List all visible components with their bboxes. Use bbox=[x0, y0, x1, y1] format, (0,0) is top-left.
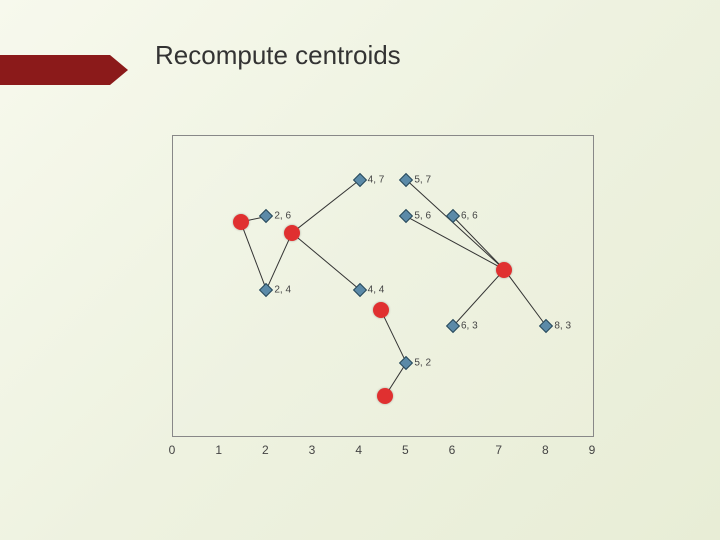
centroid-marker bbox=[496, 262, 512, 278]
edge-line bbox=[381, 310, 407, 363]
edge-line bbox=[453, 216, 504, 269]
data-point bbox=[399, 356, 413, 370]
centroid-marker bbox=[373, 302, 389, 318]
data-point bbox=[446, 319, 460, 333]
data-point bbox=[259, 209, 273, 223]
edge-line bbox=[292, 180, 360, 233]
x-tick-label: 5 bbox=[402, 443, 409, 457]
point-label: 5, 2 bbox=[414, 357, 431, 368]
data-point bbox=[259, 283, 273, 297]
edge-line bbox=[406, 180, 504, 270]
accent-arrow-icon bbox=[110, 55, 128, 85]
slide: Recompute centroids 4, 7 5, 7 2, 6 5, 6 6, 6… bbox=[0, 0, 720, 540]
point-label: 4, 7 bbox=[368, 174, 385, 185]
accent-bar bbox=[0, 55, 110, 85]
centroid-marker bbox=[284, 225, 300, 241]
data-point bbox=[353, 173, 367, 187]
edge-line bbox=[453, 270, 504, 327]
x-tick-label: 9 bbox=[589, 443, 596, 457]
point-label: 5, 6 bbox=[414, 211, 431, 222]
point-label: 4, 4 bbox=[368, 284, 385, 295]
edge-line bbox=[504, 270, 546, 327]
data-point bbox=[399, 209, 413, 223]
page-title: Recompute centroids bbox=[155, 40, 401, 71]
centroid-marker bbox=[377, 388, 393, 404]
edge-line bbox=[241, 222, 267, 290]
edge-line bbox=[266, 233, 292, 290]
x-tick-label: 6 bbox=[449, 443, 456, 457]
cluster-chart: 4, 7 5, 7 2, 6 5, 6 6, 6 2, 4 4, 4 6, 3 8, 3 5, 2 bbox=[172, 135, 594, 437]
point-label: 5, 7 bbox=[414, 174, 431, 185]
x-tick-label: 7 bbox=[495, 443, 502, 457]
point-label: 8, 3 bbox=[554, 321, 571, 332]
point-label: 6, 6 bbox=[461, 211, 478, 222]
point-label: 2, 6 bbox=[274, 211, 291, 222]
edge-line bbox=[406, 216, 504, 269]
edge-line bbox=[292, 233, 360, 290]
data-point bbox=[399, 173, 413, 187]
point-label: 2, 4 bbox=[274, 284, 291, 295]
data-point bbox=[353, 283, 367, 297]
x-tick-label: 3 bbox=[309, 443, 316, 457]
data-point bbox=[446, 209, 460, 223]
data-point bbox=[539, 319, 553, 333]
x-tick-label: 8 bbox=[542, 443, 549, 457]
x-tick-label: 0 bbox=[169, 443, 176, 457]
x-tick-label: 2 bbox=[262, 443, 269, 457]
centroid-marker bbox=[233, 214, 249, 230]
x-tick-label: 1 bbox=[215, 443, 222, 457]
x-tick-label: 4 bbox=[355, 443, 362, 457]
point-label: 6, 3 bbox=[461, 321, 478, 332]
